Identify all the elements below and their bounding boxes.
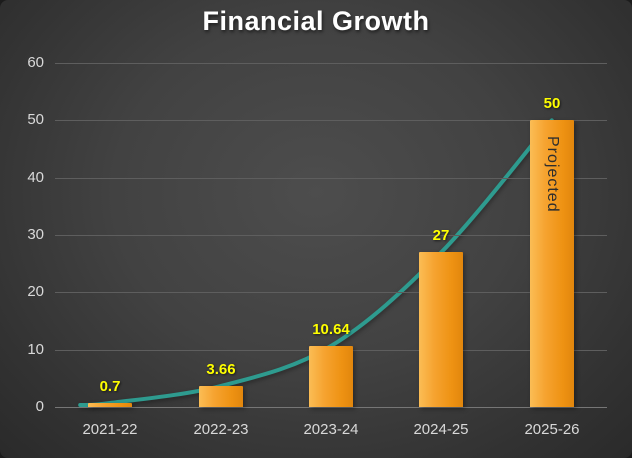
x-tick-label: 2021-22: [82, 421, 138, 438]
chart-title: Financial Growth: [202, 6, 430, 36]
bar-value-label: 10.64: [312, 321, 350, 338]
x-tick-label: 2025-26: [524, 421, 580, 438]
x-tick-label: 2022-23: [193, 421, 249, 438]
bar: [419, 252, 463, 407]
bar-annotation-projected: Projected: [544, 136, 561, 213]
y-tick-label: 30: [27, 226, 44, 243]
bar-value-label: 3.66: [206, 361, 236, 378]
y-tick-label: 10: [27, 341, 44, 358]
bar-value-label: 27: [432, 227, 450, 244]
x-tick-label: 2023-24: [303, 421, 359, 438]
gridline: [55, 235, 607, 236]
y-tick-label: 40: [27, 169, 44, 186]
gridline: [55, 63, 607, 64]
bar: [530, 120, 574, 407]
bar: [88, 403, 132, 407]
bar: [199, 386, 243, 407]
gridline: [55, 407, 607, 408]
y-tick-label: 20: [27, 283, 44, 300]
y-tick-label: 50: [27, 111, 44, 128]
y-tick-label: 0: [35, 398, 44, 415]
bar-value-label: 50: [543, 95, 561, 112]
gridline: [55, 292, 607, 293]
y-tick-label: 60: [27, 54, 44, 71]
gridline: [55, 120, 607, 121]
x-tick-label: 2024-25: [413, 421, 469, 438]
bar-value-label: 0.7: [99, 378, 121, 395]
bar: [309, 346, 353, 407]
gridline: [55, 178, 607, 179]
